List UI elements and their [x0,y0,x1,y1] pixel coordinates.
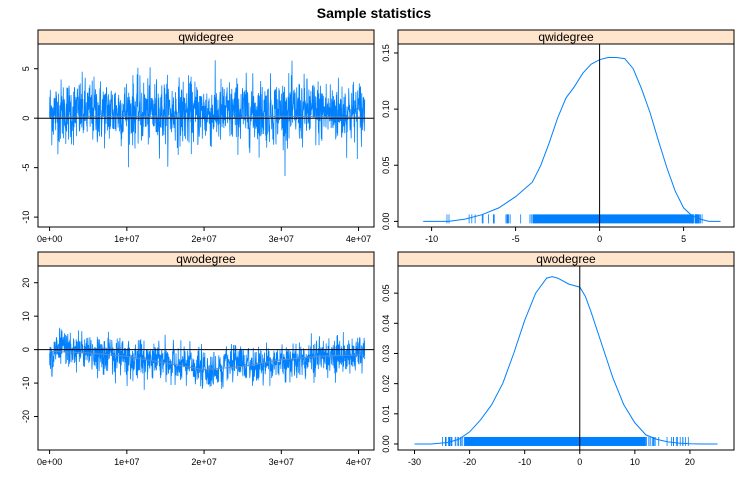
y-tick-label: -20 [21,410,31,423]
y-tick-label: 0.10 [381,100,391,118]
x-tick-label: -30 [408,457,421,467]
y-tick-label: 0 [21,116,31,121]
plot-frame-trace-qwidegree [37,43,375,228]
rug-dense [464,436,646,446]
x-tick-label: 2e+07 [191,234,216,244]
y-tick-label: 0.15 [381,44,391,62]
trace-line [49,60,366,177]
plot-area-trace-qwodegree: 0e+00 1e+07 2e+07 3e+07 4e+07 -20 -10 0 10 20 [21,278,374,467]
y-tick-label: 0.03 [381,345,391,363]
x-tick-label: 0e+00 [37,234,62,244]
panel-density-qwodegree: qwodegree -30 -20 -10 0 10 20 0.00 0.01 0.02 0.03… [381,251,735,467]
panel-density-qwidegree: qwidegree -10 -5 0 5 0.00 0.05 0.10 0.15 [381,29,735,244]
rug-dense [532,214,692,224]
plot-frame-trace-qwodegree [37,265,375,451]
strip-label-trace-qwidegree: qwidegree [178,30,234,44]
x-tick-label: 5 [681,234,686,244]
x-tick-label: 3e+07 [269,457,294,467]
y-tick-label: 0.02 [381,375,391,393]
plot-content [49,327,366,390]
density-curve [414,276,718,445]
panel-trace-qwidegree: qwidegree 0e+00 1e+07 2e+07 3e+07 4e+07 -10 -5… [21,29,375,244]
y-tick-label: 0.00 [381,213,391,231]
y-tick-label: 0.01 [381,405,391,423]
y-tick-label: 20 [21,278,31,288]
strip-label-density-qwidegree: qwidegree [538,30,594,44]
x-tick-label: 10 [630,457,640,467]
panel-trace-qwodegree: qwodegree 0e+00 1e+07 2e+07 3e+07 4e+07 -20 -1… [21,251,375,467]
x-tick-label: 1e+07 [114,457,139,467]
density-curve [423,57,721,222]
y-tick-label: -10 [21,377,31,390]
x-tick-label: 4e+07 [346,234,371,244]
x-tick-label: -5 [512,234,520,244]
plot-area-trace-qwidegree: 0e+00 1e+07 2e+07 3e+07 4e+07 -10 -5 0 5 [21,60,374,244]
x-tick-label: 1e+07 [114,234,139,244]
x-tick-label: 2e+07 [191,457,216,467]
y-tick-label: 0.05 [381,156,391,174]
x-tick-label: 4e+07 [346,457,371,467]
y-tick-label: 0.00 [381,435,391,453]
strip-label-density-qwodegree: qwodegree [536,252,596,266]
x-tick-label: 0 [577,457,582,467]
figure-title: Sample statistics [317,5,432,21]
y-tick-label: 0 [21,347,31,352]
trace-line [49,327,366,390]
y-tick-label: -5 [21,164,31,172]
plot-area-density-qwidegree: -10 -5 0 5 0.00 0.05 0.10 0.15 [381,44,721,244]
plot-area-density-qwodegree: -30 -20 -10 0 10 20 0.00 0.01 0.02 0.03 0.04 0.05 [381,266,718,467]
x-tick-label: -20 [463,457,476,467]
x-tick-label: 3e+07 [269,234,294,244]
y-tick-label: -10 [21,211,31,224]
x-tick-label: 0 [597,234,602,244]
plot-content [414,276,718,446]
plot-frame-density-qwodegree [397,265,735,451]
x-tick-label: 0e+00 [37,457,62,467]
y-tick-label: 0.05 [381,284,391,302]
y-tick-label: 10 [21,311,31,321]
y-tick-label: 0.04 [381,315,391,333]
smooth-line [49,350,363,371]
x-tick-label: -10 [425,234,438,244]
strip-label-trace-qwodegree: qwodegree [176,252,236,266]
x-tick-label: 20 [685,457,695,467]
plot-frame-density-qwidegree [397,43,735,228]
plot-content [423,57,721,224]
y-tick-label: 5 [21,66,31,71]
x-tick-label: -10 [518,457,531,467]
